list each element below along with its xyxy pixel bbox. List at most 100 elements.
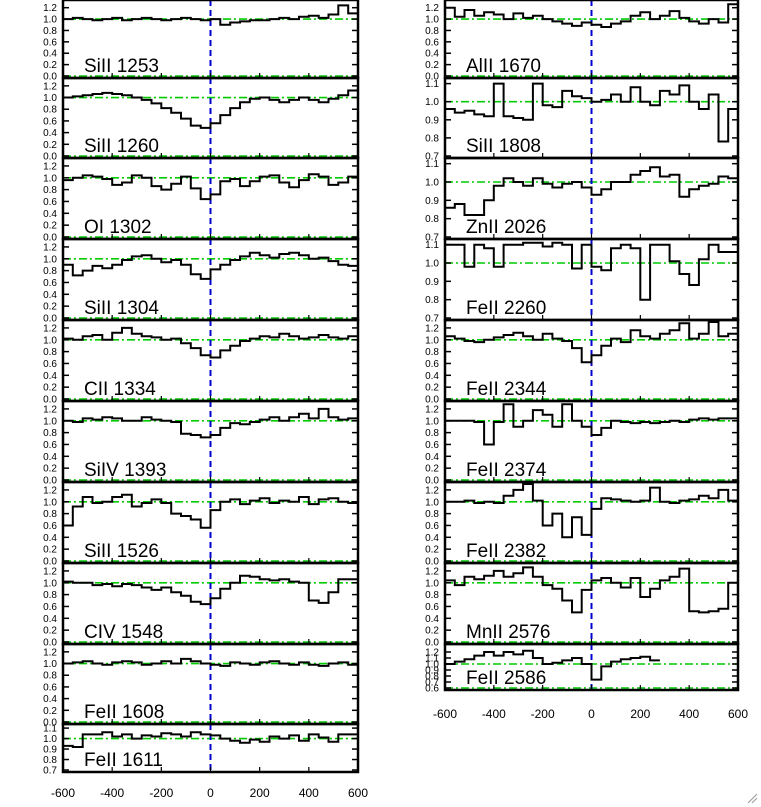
x-tick-label: -600 xyxy=(51,786,75,800)
spectrum-alii-1670 xyxy=(445,3,738,28)
x-tick-label: 0 xyxy=(207,786,214,800)
x-tick-label: 600 xyxy=(348,786,368,800)
y-tick-label: 1.2 xyxy=(43,566,57,577)
y-tick-label: 0.4 xyxy=(425,49,439,60)
y-tick-label: 0.8 xyxy=(43,755,57,766)
ion-label: OI 1302 xyxy=(84,217,152,238)
ion-label: SiII 1808 xyxy=(466,136,541,157)
y-tick-label: 0.4 xyxy=(425,452,439,463)
ion-label: FeII 2260 xyxy=(466,298,546,319)
y-tick-label: 0.4 xyxy=(43,209,57,220)
y-tick-label: 0.9 xyxy=(43,745,57,756)
x-tick-label: 400 xyxy=(679,707,699,721)
y-tick-label: 1.0 xyxy=(43,173,57,184)
y-tick-label: 0.8 xyxy=(43,590,57,601)
ion-label: FeII 2344 xyxy=(466,379,547,400)
y-tick-label: 1.0 xyxy=(43,497,57,508)
y-tick-label: 0.0 xyxy=(43,557,57,568)
spectrum-oi-1302 xyxy=(63,173,358,201)
y-tick-label: 0.2 xyxy=(43,626,57,637)
x-tick-label: -400 xyxy=(482,707,506,721)
y-tick-label: 1.2 xyxy=(43,3,57,14)
y-tick-label: 1.2 xyxy=(425,323,439,334)
y-tick-label: 0.6 xyxy=(43,116,57,127)
y-tick-label: 0.2 xyxy=(43,60,57,71)
ion-label: SiIV 1393 xyxy=(84,460,166,481)
ion-label: SiII 1253 xyxy=(84,56,159,77)
y-tick-label: 1.2 xyxy=(43,647,57,658)
y-tick-label: 1.1 xyxy=(425,654,439,665)
y-tick-label: 0.2 xyxy=(43,383,57,394)
y-tick-label: 0.2 xyxy=(43,221,57,232)
spectrum-znii-2026 xyxy=(445,166,738,216)
y-tick-label: 0.8 xyxy=(43,347,57,358)
y-tick-label: 0.6 xyxy=(43,278,57,289)
x-tick-label: -200 xyxy=(531,707,555,721)
y-tick-label: 0.2 xyxy=(425,464,439,475)
y-tick-label: 1.2 xyxy=(43,323,57,334)
spectrum-siii-1304 xyxy=(63,251,358,280)
y-tick-label: 0.0 xyxy=(425,72,439,83)
ion-label: FeII 1611 xyxy=(84,750,163,771)
y-tick-label: 0.8 xyxy=(43,266,57,277)
y-tick-label: 0.0 xyxy=(43,718,57,729)
y-tick-label: 0.6 xyxy=(425,37,439,48)
panel-oi-1302: 0.00.20.40.60.81.01.2 OI 1302 xyxy=(43,156,360,244)
panel-feii-2344: 0.00.20.40.60.81.01.2 FeII 2344 xyxy=(425,318,740,406)
y-tick-label: 0.9 xyxy=(425,277,439,288)
y-tick-label: 0.4 xyxy=(425,614,439,625)
x-tick-label: 0 xyxy=(588,707,595,721)
ion-label: AlII 1670 xyxy=(466,56,541,77)
y-tick-label: 0.8 xyxy=(425,672,439,683)
y-tick-label: 0.0 xyxy=(43,638,57,649)
y-tick-label: 1.0 xyxy=(43,335,57,346)
spectrum-feii-2260 xyxy=(445,241,738,301)
y-tick-label: 1.2 xyxy=(43,161,57,172)
y-tick-label: 0.2 xyxy=(425,545,439,556)
resize-grip xyxy=(747,793,758,804)
y-tick-label: 0.8 xyxy=(43,509,57,520)
y-tick-label: 1.2 xyxy=(425,404,439,415)
panel-feii-2260: 0.7 0.8 0.9 1.0 1.1 FeII 2260 xyxy=(425,237,740,325)
ion-label: CIV 1548 xyxy=(84,622,163,643)
ion-label: FeII 2382 xyxy=(466,541,546,562)
y-tick-label: 1.2 xyxy=(43,81,57,92)
y-tick-label: 0.7 xyxy=(425,314,439,325)
spectrum-feii-2374 xyxy=(445,403,738,446)
panel-feii-2382: 0.00.20.40.60.81.01.2 FeII 2382 xyxy=(425,480,740,568)
y-tick-label: 0.0 xyxy=(43,395,57,406)
y-tick-label: 0.0 xyxy=(43,72,57,83)
spectrum-feii-1608 xyxy=(63,657,358,667)
y-tick-label: 0.6 xyxy=(425,440,439,451)
y-tick-label: 1.2 xyxy=(43,242,57,253)
y-tick-label: 0.7 xyxy=(425,233,439,244)
y-tick-label: 1.0 xyxy=(425,97,439,108)
y-tick-label: 0.6 xyxy=(425,684,439,695)
y-tick-label: 0.4 xyxy=(43,452,57,463)
y-tick-label: 0.9 xyxy=(425,115,439,126)
ion-label: CII 1334 xyxy=(84,379,156,400)
y-tick-label: 0.4 xyxy=(425,533,439,544)
y-tick-label: 0.6 xyxy=(43,521,57,532)
y-tick-label: 1.0 xyxy=(425,497,439,508)
y-tick-label: 1.2 xyxy=(43,485,57,496)
y-tick-label: 1.0 xyxy=(43,578,57,589)
y-tick-label: 0.8 xyxy=(425,26,439,37)
y-tick-label: 1.0 xyxy=(425,15,439,26)
y-tick-label: 1.0 xyxy=(43,416,57,427)
ion-label: FeII 1608 xyxy=(84,702,164,723)
y-tick-label: 0.0 xyxy=(425,476,439,487)
y-tick-label: 0.4 xyxy=(43,371,57,382)
y-tick-label: 0.0 xyxy=(43,233,57,244)
y-tick-label: 0.6 xyxy=(425,521,439,532)
x-tick-label: -600 xyxy=(433,707,457,721)
y-tick-label: 1.1 xyxy=(425,159,439,170)
panel-siii-1526: 0.00.20.40.60.81.01.2 SiII 1526 xyxy=(43,480,360,568)
y-tick-label: 1.2 xyxy=(425,485,439,496)
spectrum-feii-2344 xyxy=(445,321,738,364)
y-tick-label: 0.2 xyxy=(425,383,439,394)
panel-siii-1304: 0.00.20.40.60.81.01.2 SiII 1304 xyxy=(43,237,360,325)
y-tick-label: 0.6 xyxy=(43,602,57,613)
y-tick-label: 0.9 xyxy=(425,196,439,207)
y-tick-label: 1.0 xyxy=(425,660,439,671)
